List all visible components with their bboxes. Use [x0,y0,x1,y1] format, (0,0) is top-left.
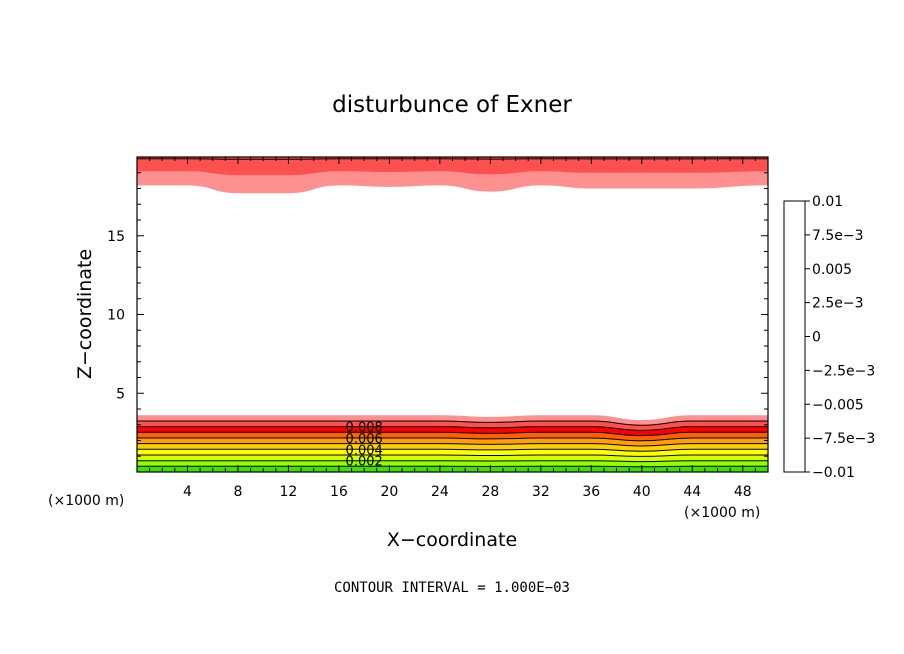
axis-ticks [137,157,768,472]
colorbar-tick-label: −0.01 [812,465,855,481]
contour-line-bottom-8 [137,426,768,431]
contour-line-bottom-9 [137,420,768,426]
x-tick-label: 20 [380,484,398,500]
colorbar-tick-label: 0 [812,330,821,346]
x-axis-label: X−coordinate [387,529,517,551]
colorbar: 0.01 7.5e−3 0.005 2.5e−3 0 −2.5e−3 −0.005 −7.5e… [783,194,875,481]
y-tick-label: 15 [107,229,125,245]
x-tick-label: 16 [330,484,348,500]
y-axis-label: Z−coordinate [74,249,96,379]
colorbar-tick-label: 0.005 [812,262,852,278]
x-tick-label: 32 [532,484,550,500]
contour-line-bottom-4 [137,448,768,452]
contour-interval-note: CONTOUR INTERVAL = 1.000E−03 [334,580,570,596]
x-tick-label: 24 [431,484,449,500]
top-band-2 [137,157,768,176]
colorbar-tick-label: −2.5e−3 [812,363,875,379]
contour-line-bottom-5 [137,443,768,447]
contour-line-bottom-2 [137,460,768,463]
contour-line-bottom-3 [137,454,768,457]
colorbar-tick-label: −7.5e−3 [812,431,875,447]
contour-label: 0.008 [346,421,383,436]
colorbar-tick-label: 2.5e−3 [812,296,864,312]
x-tick-labels: 4 8 12 16 20 24 28 32 36 40 44 48 [183,484,752,500]
chart-title: disturbunce of Exner [332,92,572,118]
colorbar-tick-label: 0.01 [812,194,843,210]
x-tick-label: 48 [734,484,752,500]
colorbar-tick-label: −0.005 [812,397,864,413]
x-unit-left: (×1000 m) [48,493,124,509]
colorbar-tick-label: 7.5e−3 [812,228,864,244]
x-tick-label: 28 [481,484,499,500]
contour-line-bottom-1 [137,465,768,468]
colorbar-frame [783,200,806,473]
x-unit-right: (×1000 m) [684,505,760,521]
contour-label: 0.006 [346,432,383,447]
contour-label: 0.004 [346,443,383,458]
y-tick-label: 5 [116,386,125,402]
x-tick-label: 36 [582,484,600,500]
x-tick-label: 8 [233,484,242,500]
x-tick-label: 40 [633,484,651,500]
x-tick-label: 12 [280,484,298,500]
x-tick-label: 4 [183,484,192,500]
contour-line-bottom-6 [137,437,768,442]
contour-label: 0.002 [346,455,383,470]
contour-line-bottom-7 [137,431,768,437]
y-tick-label: 10 [107,308,125,324]
x-tick-label: 44 [683,484,701,500]
y-tick-labels: 5 10 15 [107,229,125,403]
